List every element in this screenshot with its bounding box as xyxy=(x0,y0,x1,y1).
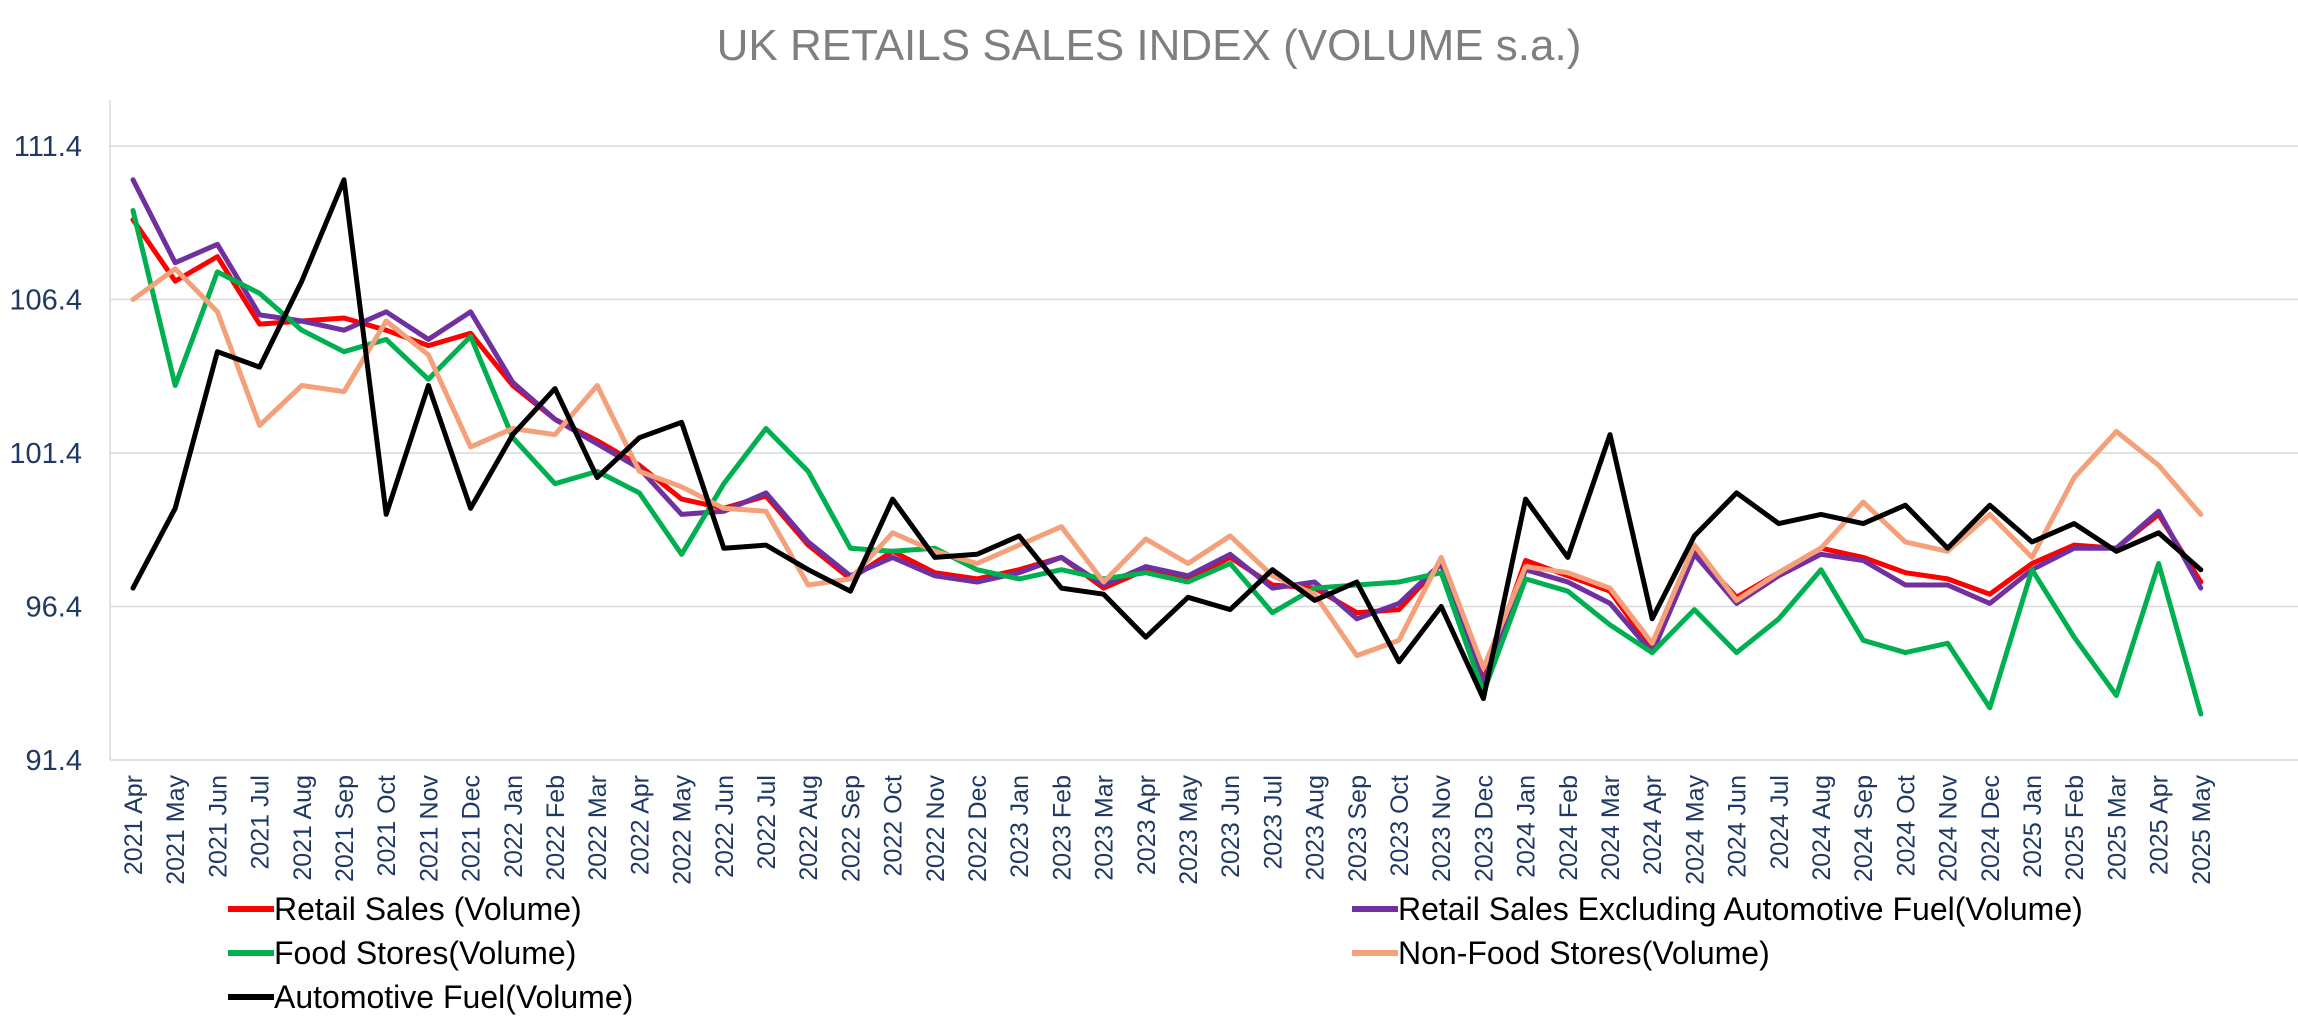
x-tick-label: 2023 Jul xyxy=(1259,775,1287,870)
x-tick-label: 2023 May xyxy=(1175,775,1203,885)
x-tick-label: 2022 Feb xyxy=(542,775,570,881)
legend-label: Non-Food Stores(Volume) xyxy=(1398,935,1770,971)
x-tick-label: 2021 Nov xyxy=(415,775,443,883)
x-tick-label: 2024 Jun xyxy=(1724,775,1752,878)
x-tick-label: 2022 Mar xyxy=(584,775,612,881)
x-tick-label: 2023 Aug xyxy=(1302,775,1330,881)
series-line-4 xyxy=(130,177,2204,702)
series-line-3 xyxy=(130,266,2204,671)
y-tick-label: 101.4 xyxy=(9,438,82,470)
x-tick-label: 2023 Apr xyxy=(1133,775,1161,875)
x-tick-label: 2024 Jul xyxy=(1766,775,1794,870)
series-line-2 xyxy=(130,208,2204,717)
x-tick-label: 2023 Oct xyxy=(1386,775,1414,877)
y-tick-labels: 91.4 96.4 101.4 106.4 111.4 xyxy=(9,131,82,777)
x-tick-label: 2022 Dec xyxy=(964,775,992,882)
series-line-0 xyxy=(130,217,2204,683)
x-tick-label: 2023 Sep xyxy=(1344,775,1372,882)
x-tick-label: 2024 Oct xyxy=(1892,775,1920,877)
x-tick-label: 2022 Apr xyxy=(626,775,654,875)
x-tick-label: 2024 Apr xyxy=(1639,775,1667,875)
x-tick-label: 2023 Feb xyxy=(1048,775,1076,881)
x-tick-label: 2025 Apr xyxy=(2146,775,2174,875)
x-tick-label: 2021 May xyxy=(162,775,190,885)
x-tick-label: 2022 May xyxy=(669,775,697,885)
x-tick-label: 2023 Nov xyxy=(1428,775,1456,883)
x-tick-label: 2025 Mar xyxy=(2103,775,2131,881)
x-tick-label: 2021 Jul xyxy=(247,775,275,870)
legend-label: Retail Sales (Volume) xyxy=(274,891,582,927)
x-tick-label: 2023 Jan xyxy=(1006,775,1034,878)
x-tick-label: 2025 May xyxy=(2188,775,2216,885)
x-tick-label: 2022 Oct xyxy=(880,775,908,877)
x-tick-label: 2021 Sep xyxy=(331,775,359,882)
x-tick-label: 2023 Jun xyxy=(1217,775,1245,878)
x-tick-label: 2022 Jan xyxy=(500,775,528,878)
x-tick-label: 2022 Jun xyxy=(711,775,739,878)
legend: Retail Sales (Volume) Retail Sales Exclud… xyxy=(228,891,2083,1015)
x-tick-label: 2024 Feb xyxy=(1555,775,1583,881)
x-tick-label: 2025 Jan xyxy=(2019,775,2047,878)
x-tick-labels: 2021 Apr 2021 May 2021 Jun 2021 Jul 2021 Aug… xyxy=(120,775,2216,885)
x-tick-label: 2023 Dec xyxy=(1470,775,1498,882)
y-tick-label: 106.4 xyxy=(9,285,82,317)
x-tick-label: 2021 Dec xyxy=(458,775,486,882)
chart-title: UK RETAILS SALES INDEX (VOLUME s.a.) xyxy=(717,21,1582,70)
x-tick-label: 2021 Oct xyxy=(373,775,401,877)
x-tick-label: 2024 May xyxy=(1681,775,1709,885)
x-tick-label: 2023 Mar xyxy=(1091,775,1119,881)
gridlines xyxy=(110,145,2298,761)
y-tick-label: 111.4 xyxy=(14,131,82,163)
x-tick-label: 2024 Sep xyxy=(1850,775,1878,882)
x-tick-label: 2024 Jan xyxy=(1513,775,1541,878)
x-tick-label: 2022 Sep xyxy=(837,775,865,882)
y-tick-label: 91.4 xyxy=(26,745,82,777)
legend-label: Automotive Fuel(Volume) xyxy=(274,979,633,1015)
x-tick-label: 2024 Dec xyxy=(1977,775,2005,882)
series-lines xyxy=(130,177,2204,717)
y-tick-label: 96.4 xyxy=(26,592,82,624)
x-tick-label: 2025 Feb xyxy=(2061,775,2089,881)
x-tick-label: 2021 Jun xyxy=(204,775,232,878)
x-tick-label: 2022 Aug xyxy=(795,775,823,881)
x-tick-label: 2022 Nov xyxy=(922,775,950,883)
x-tick-label: 2021 Apr xyxy=(120,775,148,875)
x-tick-label: 2021 Aug xyxy=(289,775,317,881)
legend-label: Retail Sales Excluding Automotive Fuel(V… xyxy=(1398,891,2083,927)
legend-label: Food Stores(Volume) xyxy=(274,935,576,971)
x-tick-label: 2024 Mar xyxy=(1597,775,1625,881)
series-line-1 xyxy=(130,177,2204,686)
x-tick-label: 2024 Nov xyxy=(1935,775,1963,883)
x-tick-label: 2022 Jul xyxy=(753,775,781,870)
x-tick-label: 2024 Aug xyxy=(1808,775,1836,881)
